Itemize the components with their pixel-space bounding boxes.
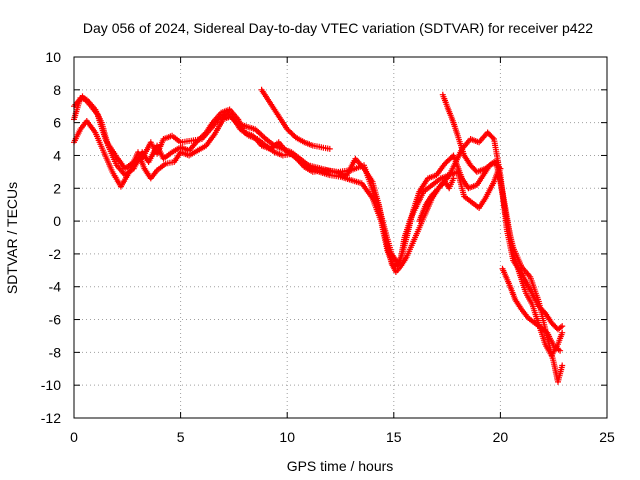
series-track-7 — [499, 265, 564, 354]
series-track-4 — [258, 86, 333, 152]
y-tick-label: 4 — [53, 147, 61, 163]
y-tick-label: -12 — [41, 410, 61, 426]
y-tick-label: -10 — [41, 377, 61, 393]
x-tick-label: 15 — [386, 429, 402, 445]
y-tick-label: 10 — [45, 49, 61, 65]
x-axis-label: GPS time / hours — [287, 458, 394, 474]
y-tick-label: -4 — [49, 279, 62, 295]
x-tick-label: 20 — [493, 429, 509, 445]
chart-title: Day 056 of 2024, Sidereal Day-to-day VTE… — [83, 20, 593, 36]
x-tick-label: 5 — [177, 429, 185, 445]
series-track-5 — [439, 91, 504, 175]
y-axis-label: SDTVAR / TECUs — [4, 182, 20, 294]
y-tick-label: 2 — [53, 180, 61, 196]
x-tick-label: 10 — [279, 429, 295, 445]
y-tick-label: -6 — [49, 312, 62, 328]
axis-ticks: 0 5 10 15 20 25 -12 -10 -8 -6 -4 -2 0 2 4 6 8 10 — [41, 49, 615, 445]
y-tick-label: 0 — [53, 213, 61, 229]
x-tick-label: 0 — [70, 429, 78, 445]
y-tick-label: -2 — [49, 246, 62, 262]
x-tick-label: 25 — [599, 429, 615, 445]
plus-markers — [499, 265, 564, 354]
plot-frame — [73, 56, 608, 419]
plus-markers — [439, 91, 504, 175]
plus-markers — [416, 175, 457, 225]
y-tick-label: 6 — [53, 115, 61, 131]
series-layer — [71, 86, 566, 385]
plus-markers — [258, 86, 333, 152]
y-tick-label: -8 — [49, 344, 62, 360]
series-track-6 — [416, 175, 457, 225]
y-tick-label: 8 — [53, 82, 61, 98]
